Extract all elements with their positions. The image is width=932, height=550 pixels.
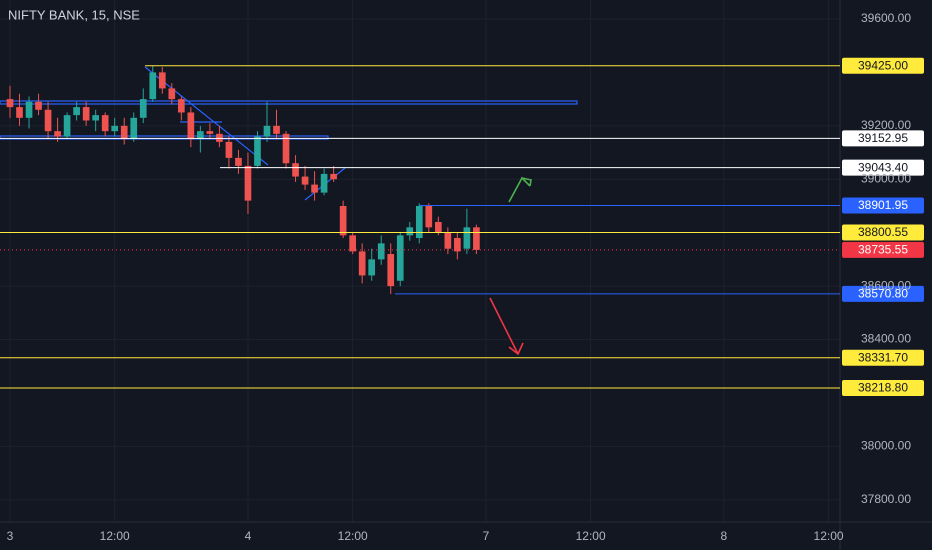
candle-body: [130, 117, 138, 140]
price-label: 39152.95: [858, 131, 908, 145]
candle-body: [92, 115, 99, 121]
x-tick-label: 12:00: [338, 529, 368, 543]
candle-body: [244, 165, 252, 201]
x-tick-label: 4: [245, 529, 252, 543]
x-tick-label: 7: [483, 529, 490, 543]
candle-body: [406, 227, 414, 236]
candle-body: [434, 221, 442, 233]
down-arrow-head: [508, 342, 524, 356]
grid: [0, 0, 840, 522]
y-tick-label: 39200.00: [861, 118, 911, 132]
y-tick-label: 38400.00: [861, 332, 911, 346]
price-label: 38735.55: [858, 243, 908, 257]
price-label-box: [842, 130, 924, 147]
candle-body: [158, 72, 166, 89]
price-label: 38331.70: [858, 350, 908, 364]
candle-body: [235, 157, 242, 166]
y-tick-label: 38000.00: [861, 439, 911, 453]
blue-zone: [0, 135, 329, 140]
price-label-box: [842, 224, 924, 241]
chart-title: NIFTY BANK, 15, NSE: [8, 7, 140, 22]
down-arrow: [489, 297, 519, 355]
candle-body: [454, 238, 461, 252]
candle-body: [101, 115, 109, 132]
candle-body: [6, 99, 14, 108]
candle-body: [63, 115, 71, 137]
candle-body: [187, 112, 195, 140]
price-label-box: [842, 285, 924, 302]
blue-zone: [0, 100, 578, 105]
candle-body: [225, 141, 233, 158]
y-tick-label: 37800.00: [861, 492, 911, 506]
x-tick-label: 12:00: [814, 529, 844, 543]
candle-body: [120, 125, 128, 140]
candle-body: [35, 101, 42, 110]
y-tick-label: 39600.00: [861, 11, 911, 25]
candle-body: [54, 131, 61, 137]
candle-body: [177, 99, 185, 113]
price-label: 39043.40: [858, 160, 908, 174]
candle-body: [73, 107, 80, 116]
price-label: 38570.80: [858, 287, 908, 301]
candle-body: [415, 205, 423, 239]
candle-body: [330, 173, 337, 180]
price-label: 38800.55: [858, 225, 908, 239]
candle-body: [425, 205, 433, 228]
candle-body: [339, 205, 347, 236]
candle-body: [444, 232, 452, 249]
candle-body: [82, 107, 90, 121]
candle-body: [311, 184, 318, 193]
price-label: 39425.00: [858, 58, 908, 72]
candle-body: [320, 173, 328, 193]
candle-body: [168, 88, 176, 100]
candle-body: [292, 163, 299, 177]
candle-body: [349, 235, 356, 252]
candle-body: [377, 243, 385, 260]
x-tick-label: 8: [721, 529, 728, 543]
up-arrow-head: [521, 177, 532, 187]
candle-body: [149, 72, 157, 100]
candle-body: [387, 254, 395, 287]
candle-body: [254, 136, 261, 166]
candle-body: [263, 125, 271, 137]
candle-body: [301, 176, 309, 185]
candles: [6, 65, 480, 295]
y-tick-label: 38600.00: [861, 278, 911, 292]
candle-body: [473, 227, 480, 250]
candle-body: [368, 259, 376, 276]
candle-body: [216, 133, 223, 142]
candle-body: [197, 131, 204, 140]
x-tick-label: 12:00: [576, 529, 606, 543]
levels: 39425.00 39152.95 39043.40 38901.95 38800.55…: [0, 57, 924, 396]
price-label: 38901.95: [858, 198, 908, 212]
price-label-box: [842, 57, 924, 74]
candle-body: [273, 125, 280, 134]
price-label: 38218.80: [858, 381, 908, 395]
price-label-box: [842, 197, 924, 214]
x-tick-label: 12:00: [100, 529, 130, 543]
price-label-box: [842, 241, 924, 258]
price-label-box: [842, 159, 924, 176]
candle-body: [111, 125, 119, 132]
price-label-box: [842, 379, 924, 396]
x-tick-label: 3: [7, 529, 14, 543]
candle-body: [44, 109, 52, 132]
candle-body: [25, 101, 33, 118]
candle-body: [396, 235, 404, 281]
candle-body: [358, 251, 366, 276]
price-label-box: [842, 349, 924, 366]
candle-body: [282, 133, 290, 164]
candle-body: [139, 99, 147, 118]
candle-body: [16, 107, 23, 118]
candle-body: [206, 131, 214, 134]
candle-body: [463, 227, 471, 249]
y-tick-label: 39000.00: [861, 171, 911, 185]
